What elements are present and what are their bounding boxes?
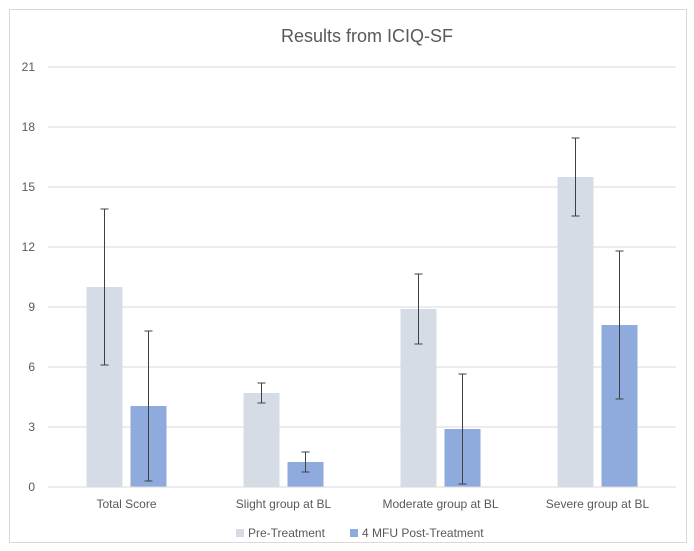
y-tick-label: 6 — [28, 360, 35, 374]
y-tick-label: 15 — [22, 180, 36, 194]
legend-label: 4 MFU Post-Treatment — [362, 526, 484, 540]
y-axis-ticks: 0 3 6 9 12 15 18 21 — [22, 60, 36, 494]
y-tick-label: 18 — [22, 120, 36, 134]
legend-swatch — [236, 529, 244, 537]
legend: Pre-Treatment 4 MFU Post-Treatment — [236, 526, 484, 540]
chart-title: Results from ICIQ-SF — [281, 26, 453, 46]
y-tick-label: 21 — [22, 60, 36, 74]
x-tick-label: Severe group at BL — [546, 497, 650, 511]
x-tick-label: Slight group at BL — [236, 497, 332, 511]
legend-label: Pre-Treatment — [248, 526, 326, 540]
y-tick-label: 12 — [22, 240, 36, 254]
bar — [243, 393, 280, 487]
error-bars — [100, 137, 624, 485]
x-tick-label: Moderate group at BL — [382, 497, 498, 511]
x-axis-labels: Total Score Slight group at BL Moderate gr… — [96, 497, 649, 511]
y-tick-label: 9 — [28, 300, 35, 314]
y-tick-label: 0 — [28, 480, 35, 494]
legend-swatch — [350, 529, 358, 537]
bar — [557, 177, 594, 487]
y-tick-label: 3 — [28, 420, 35, 434]
bars — [86, 177, 638, 487]
x-tick-label: Total Score — [96, 497, 156, 511]
